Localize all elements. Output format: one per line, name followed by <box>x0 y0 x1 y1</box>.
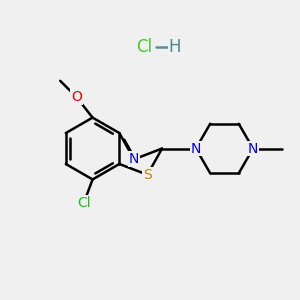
Text: S: S <box>143 168 152 182</box>
Text: Cl: Cl <box>77 196 91 210</box>
Text: N: N <box>248 142 258 155</box>
Text: H: H <box>169 38 181 56</box>
Text: O: O <box>71 90 82 104</box>
Text: N: N <box>129 152 139 166</box>
Text: Cl: Cl <box>136 38 152 56</box>
Text: N: N <box>191 142 201 155</box>
